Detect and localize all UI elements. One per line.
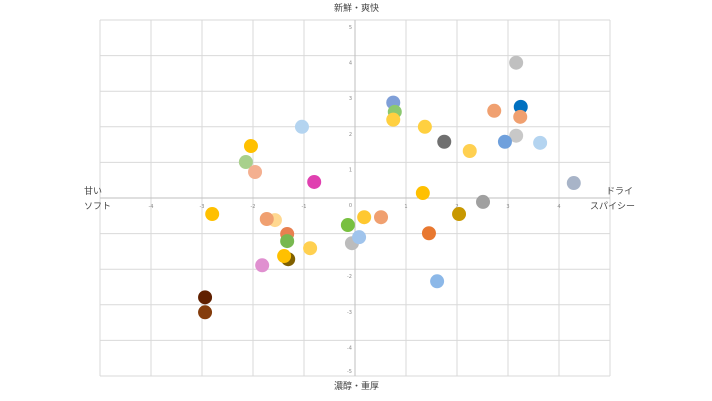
data-point bbox=[374, 210, 389, 225]
data-point bbox=[513, 99, 528, 114]
axis-label-right-2: スパイシー bbox=[590, 202, 636, 212]
y-tick-label: 4 bbox=[349, 61, 352, 67]
data-point bbox=[340, 218, 355, 233]
data-point bbox=[509, 55, 524, 70]
data-point bbox=[238, 155, 253, 170]
data-point bbox=[509, 128, 524, 143]
data-point bbox=[476, 194, 491, 209]
data-point bbox=[243, 139, 258, 154]
x-tick-label: -1 bbox=[302, 204, 307, 210]
data-point bbox=[497, 134, 512, 149]
data-point bbox=[352, 230, 367, 245]
data-point bbox=[386, 112, 401, 127]
data-point bbox=[255, 258, 270, 273]
y-tick-label: -2 bbox=[347, 274, 352, 280]
data-point bbox=[303, 241, 318, 256]
y-tick-label: 2 bbox=[349, 132, 352, 138]
data-point bbox=[452, 207, 467, 222]
data-point bbox=[198, 305, 213, 320]
data-point bbox=[462, 144, 477, 159]
data-point bbox=[294, 119, 309, 134]
x-tick-label: 1 bbox=[404, 204, 407, 210]
data-point bbox=[248, 165, 263, 180]
data-point bbox=[280, 234, 295, 249]
data-point bbox=[487, 103, 502, 118]
y-tick-label: 5 bbox=[349, 25, 352, 31]
axis-label-right-1: ドライ bbox=[606, 187, 634, 197]
x-tick-label: 3 bbox=[506, 204, 509, 210]
data-point bbox=[421, 226, 436, 241]
data-point bbox=[277, 249, 292, 264]
y-tick-label: 0 bbox=[349, 203, 352, 209]
axis-label-top: 新鮮・爽快 bbox=[334, 4, 380, 14]
y-tick-label: 1 bbox=[349, 167, 352, 173]
axis-label-left-2: ソフト bbox=[84, 202, 112, 212]
data-point bbox=[259, 212, 274, 227]
y-tick-label: 3 bbox=[349, 96, 352, 102]
x-tick-label: 2 bbox=[455, 204, 458, 210]
data-point bbox=[307, 174, 322, 189]
data-point bbox=[513, 109, 528, 124]
data-point bbox=[417, 119, 432, 134]
data-point bbox=[357, 210, 372, 225]
y-tick-label: -5 bbox=[347, 369, 352, 375]
x-tick-label: -4 bbox=[149, 204, 154, 210]
data-point bbox=[566, 176, 581, 191]
x-tick-label: -3 bbox=[200, 204, 205, 210]
y-tick-label: -4 bbox=[347, 345, 352, 351]
axis-label-left-1: 甘い bbox=[84, 187, 103, 197]
x-tick-label: 4 bbox=[557, 204, 560, 210]
data-point bbox=[205, 207, 220, 222]
data-point bbox=[198, 290, 213, 305]
axis-label-bottom: 濃醇・重厚 bbox=[334, 382, 380, 392]
data-point bbox=[430, 274, 445, 289]
y-tick-label: -3 bbox=[347, 310, 352, 316]
data-point bbox=[415, 186, 430, 201]
data-point bbox=[437, 134, 452, 149]
x-tick-label: -2 bbox=[251, 204, 256, 210]
data-point bbox=[533, 135, 548, 150]
